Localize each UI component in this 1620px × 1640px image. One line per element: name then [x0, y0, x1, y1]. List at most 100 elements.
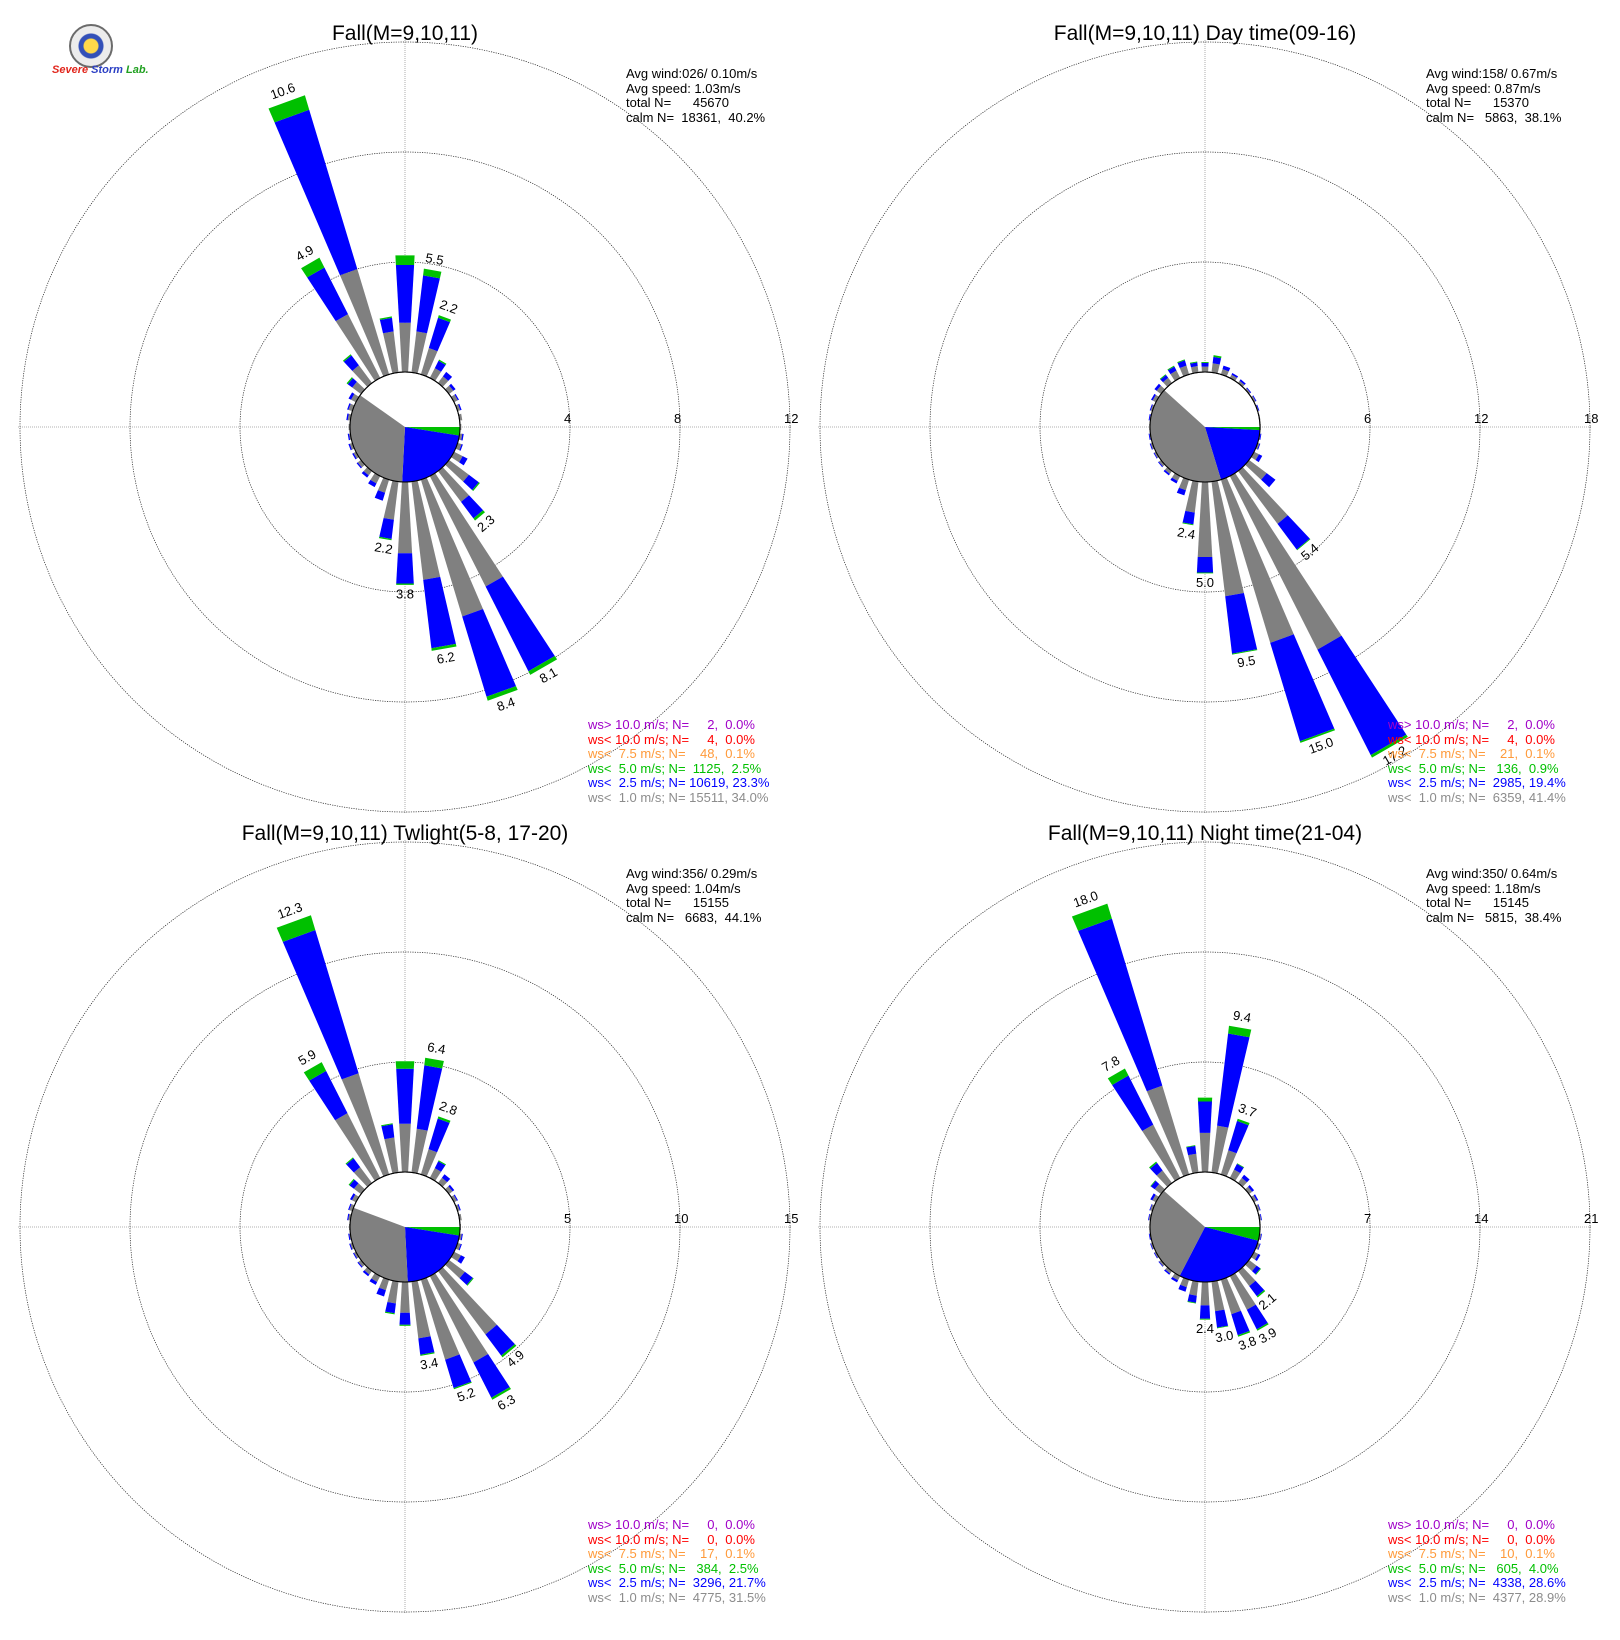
wind-petal	[1237, 467, 1311, 551]
chart-title: Fall(M=9,10,11) Night time(21-04)	[1047, 822, 1363, 845]
wind-petal	[445, 1184, 455, 1195]
range-ring	[129, 151, 681, 703]
petal-segment-gray	[1170, 370, 1181, 381]
range-ring	[929, 951, 1481, 1503]
petal-segment-green	[1107, 1068, 1129, 1085]
petal-segment-green	[466, 1277, 474, 1286]
petal-segment-blue	[1176, 487, 1186, 496]
petal-segment-blue	[1234, 1163, 1244, 1174]
legend-entry-red: ws< 10.0 m/s; N= 0, 0.0%	[1388, 1531, 1555, 1547]
petal-segment-gray	[1188, 1153, 1199, 1174]
petal-segment-green	[399, 1324, 411, 1326]
petal-segment-gray	[357, 459, 365, 468]
petal-segment-blue	[1171, 1277, 1179, 1283]
wind-petal	[342, 354, 373, 387]
petal-segment-blue	[1270, 634, 1335, 742]
petal-segment-blue	[307, 267, 348, 322]
petal-segment-blue	[1153, 452, 1158, 459]
wind-rose-panel-day: 6 12 18 5.4 17.2 15.0 9.5 5.0 2.4 Fall(M=9,10,11…	[800, 0, 1610, 820]
petal-segment-gray	[437, 467, 469, 502]
petal-segment-blue	[1148, 1213, 1150, 1221]
range-ring	[1039, 1061, 1371, 1393]
wind-petal	[1229, 1163, 1245, 1181]
petal-segment-gray	[455, 1242, 461, 1250]
petal-segment-gray	[1255, 1242, 1260, 1250]
wind-petal	[399, 1281, 411, 1326]
petal-segment-blue	[379, 317, 394, 334]
calm-slice-gray	[350, 1207, 408, 1282]
petal-segment-gray	[399, 322, 411, 373]
petal-segment-blue	[1246, 387, 1252, 393]
petal-segment-gray	[400, 1281, 410, 1313]
avg-wind: Avg wind:356/ 0.29m/s	[626, 866, 758, 881]
petal-segment-gray	[1150, 1242, 1155, 1250]
legend-entry-gray: ws< 1.0 m/s; N= 6359, 41.4%	[1388, 789, 1566, 805]
wind-petal	[301, 257, 381, 381]
petal-segment-blue	[1170, 477, 1178, 484]
petal-segment-blue	[1260, 1233, 1262, 1241]
petal-segment-blue	[459, 456, 468, 466]
petal-segment-green	[1201, 362, 1209, 363]
petal-segment-gray	[437, 1267, 497, 1335]
legend-entry-orange: ws< 7.5 m/s; N= 10, 0.1%	[1388, 1546, 1555, 1562]
petal-segment-blue	[1151, 393, 1156, 401]
petal-segment-gray	[1146, 1085, 1190, 1177]
petal-segment-blue	[1149, 443, 1153, 450]
calm-count: calm N= 6683, 44.1%	[626, 909, 762, 925]
petal-segment-blue	[1158, 461, 1163, 468]
petal-segment-blue	[434, 360, 446, 372]
petal-segment-green	[379, 316, 392, 320]
wind-petal	[1167, 365, 1181, 381]
petal-segment-gray	[1152, 1194, 1159, 1203]
legend-entry-blue: ws< 2.5 m/s; N= 10619, 23.3%	[588, 775, 770, 791]
petal-segment-blue	[1164, 1269, 1171, 1275]
petal-segment-blue	[1150, 1243, 1153, 1250]
wind-petal	[1158, 1259, 1165, 1267]
petal-segment-gray	[1245, 1186, 1253, 1195]
petal-segment-gray	[1199, 1132, 1211, 1173]
petal-segment-blue	[1196, 557, 1214, 573]
petal-segment-gray	[1185, 480, 1199, 513]
petal-segment-blue	[1199, 1305, 1211, 1319]
petal-segment-blue	[1149, 1204, 1153, 1211]
wind-petal	[1164, 1267, 1173, 1275]
petal-segment-blue	[396, 1068, 414, 1124]
wind-petal	[1251, 1194, 1259, 1203]
petal-segment-gray	[1245, 459, 1267, 480]
wind-petal	[276, 915, 390, 1177]
petal-segment-blue	[385, 1302, 396, 1314]
petal-segment-green	[342, 354, 352, 362]
petal-segment-blue	[1163, 469, 1170, 476]
petal-segment-gray	[1255, 1204, 1260, 1212]
petal-segment-gray	[1201, 366, 1209, 373]
wind-petal	[1182, 480, 1199, 526]
legend-entry-blue: ws< 2.5 m/s; N= 3296, 21.7%	[588, 1575, 766, 1591]
petal-segment-gray	[1159, 1259, 1165, 1267]
petal-segment-blue	[1160, 374, 1169, 383]
petal-segment-gray	[379, 1277, 390, 1291]
wind-petal	[1149, 1204, 1155, 1212]
petal-segment-green	[1149, 1161, 1157, 1169]
petal-segment-gray	[387, 1280, 399, 1304]
petal-segment-blue	[442, 371, 453, 381]
wind-rose-plot: 7 14 219.43.72.13.93.83.02.47.818.0	[818, 840, 1598, 1614]
legend-entry-gray: ws< 1.0 m/s; N= 15511, 34.0%	[588, 789, 769, 805]
petal-segment-green	[486, 686, 518, 701]
wind-petal	[362, 1267, 373, 1277]
petal-segment-blue	[1253, 1194, 1259, 1201]
petal-segment-blue	[1249, 1280, 1265, 1297]
legend-entry-gray: ws< 1.0 m/s; N= 4775, 31.5%	[588, 1589, 766, 1605]
wind-petal	[451, 1194, 458, 1203]
petal-segment-blue	[458, 1243, 462, 1251]
avg-speed: Avg speed: 1.04m/s	[626, 880, 741, 896]
petal-segment-green	[345, 1157, 354, 1165]
petal-segment-gray	[420, 1149, 438, 1177]
petal-segment-blue	[347, 433, 351, 441]
petal-segment-green	[346, 377, 353, 385]
petal-segment-gray	[451, 1195, 457, 1203]
petal-segment-blue	[1257, 443, 1261, 450]
petal-segment-green	[1217, 1325, 1229, 1329]
wind-petal	[1153, 451, 1159, 459]
petal-segment-blue	[1178, 1284, 1187, 1292]
wind-petal	[1189, 361, 1199, 374]
